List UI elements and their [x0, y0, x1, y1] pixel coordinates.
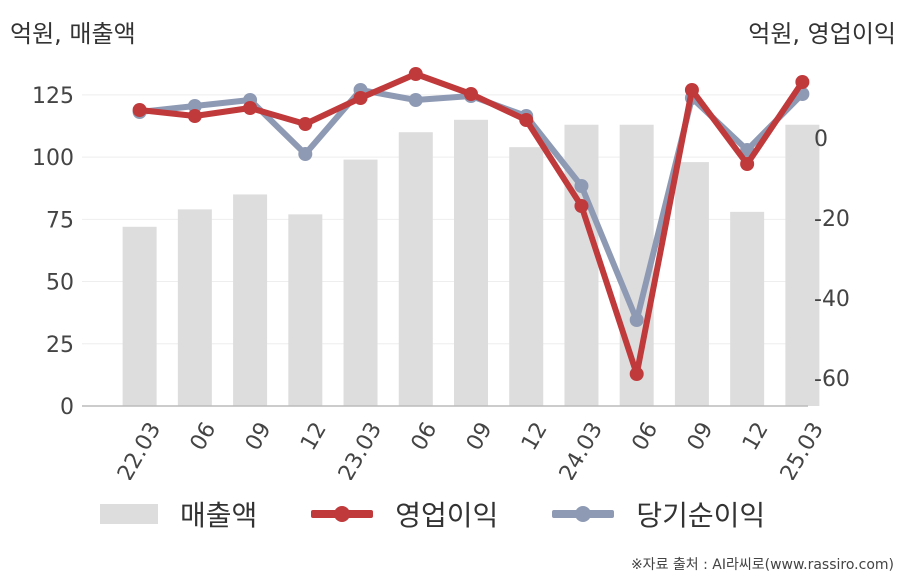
revenue-bar: [288, 214, 323, 406]
x-tick-label: 06: [407, 418, 443, 455]
revenue-bar: [454, 119, 488, 407]
left-tick-label: 100: [32, 146, 74, 171]
net-income-point: [408, 93, 423, 107]
right-tick-label: -60: [814, 367, 850, 392]
x-tick-label: 22.03: [113, 418, 166, 480]
net-income-point: [629, 313, 644, 327]
operating-profit-point: [464, 87, 478, 101]
net-income-point: [298, 147, 313, 161]
operating-profit-point: [684, 83, 699, 97]
legend-label-net: 당기순이익: [636, 499, 766, 532]
legend-item-revenue: 매출액: [100, 494, 257, 534]
legend-item-net: 당기순이익: [552, 494, 765, 534]
revenue-bar: [398, 132, 433, 406]
operating-profit-point: [629, 367, 644, 381]
left-tick-label: 25: [46, 333, 74, 358]
x-tick-label: 09: [462, 418, 498, 455]
net-income-point: [187, 99, 202, 113]
revenue-bar: [177, 209, 212, 406]
operating-profit-point: [574, 199, 589, 213]
x-tick-label: 12: [738, 418, 774, 455]
right-tick-label: -40: [814, 287, 850, 312]
operating-profit-point: [187, 109, 202, 123]
left-tick-label: 125: [32, 84, 74, 109]
operating-profit-point: [243, 101, 258, 115]
x-tick-label: 09: [683, 418, 719, 455]
x-tick-label: 24.03: [555, 418, 608, 480]
legend-swatch-net: [552, 506, 615, 522]
revenue-bar: [233, 194, 268, 406]
legend-label-operating: 영업이익: [395, 499, 499, 532]
x-tick-label: 25.03: [776, 418, 829, 480]
x-tick-label: 12: [296, 418, 332, 455]
left-tick-label: 50: [46, 271, 74, 296]
left-tick-label: 0: [60, 395, 74, 420]
revenue-bar: [785, 124, 820, 406]
x-tick-label: 06: [628, 418, 664, 455]
operating-profit-point: [132, 103, 147, 117]
legend-label-revenue: 매출액: [180, 499, 258, 532]
operating-profit-point: [795, 75, 810, 89]
legend-item-operating: 영업이익: [311, 494, 498, 534]
revenue-bar: [122, 226, 157, 406]
operating-profit-point: [353, 91, 368, 105]
legend: 매출액 영업이익 당기순이익: [100, 492, 820, 536]
legend-swatch-operating: [311, 506, 374, 522]
revenue-bar: [730, 211, 765, 406]
operating-profit-point: [740, 157, 755, 171]
operating-profit-point: [519, 113, 534, 127]
legend-swatch-revenue: [100, 504, 158, 524]
operating-profit-point: [298, 117, 313, 131]
x-tick-label: 23.03: [334, 418, 387, 480]
operating-profit-point: [408, 67, 423, 81]
left-tick-label: 75: [46, 208, 74, 233]
revenue-bar: [674, 162, 709, 406]
net-income-point: [574, 179, 589, 193]
source-note: ※자료 출처 : AI라씨로(www.rassiro.com): [630, 557, 894, 573]
right-axis-unit: 억원, 영업이익: [748, 20, 896, 48]
x-tick-label: 09: [241, 418, 277, 455]
x-tick-label: 06: [186, 418, 222, 455]
x-tick-label: 12: [517, 418, 553, 455]
revenue-bar: [343, 159, 378, 406]
left-axis-unit: 억원, 매출액: [10, 20, 136, 48]
right-tick-label: -20: [814, 207, 850, 232]
right-tick-label: 0: [814, 127, 828, 152]
revenue-bar: [509, 147, 544, 406]
